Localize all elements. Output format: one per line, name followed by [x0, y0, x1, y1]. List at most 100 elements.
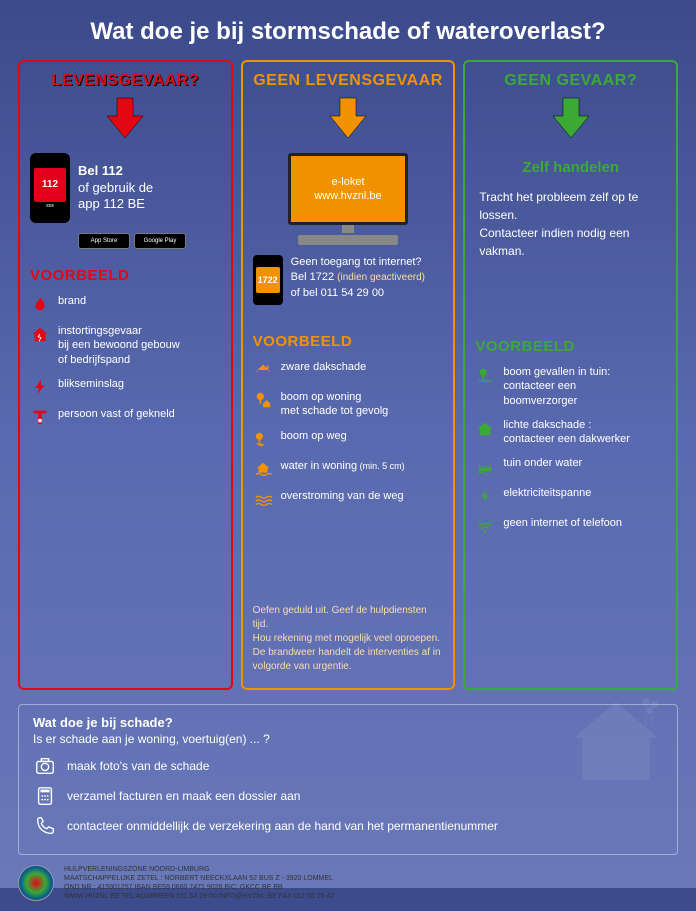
wifi-icon: (()) — [475, 516, 495, 536]
garden-water-icon — [475, 456, 495, 476]
column-danger: LEVENSGEVAAR? 112 sos Bel 112 of gebruik… — [18, 60, 233, 690]
roof-light-icon — [475, 418, 495, 438]
example-row: (()) geen internet of telefoon — [475, 516, 666, 536]
example-text: geen internet of telefoon — [503, 516, 622, 530]
tree-garden-icon — [475, 365, 495, 385]
no-risk-arrow — [475, 96, 666, 145]
call-112-label: Bel 112 — [78, 163, 153, 180]
power-icon — [475, 486, 495, 506]
example-row: boom op weg — [253, 429, 444, 449]
page-title: Wat doe je bij stormschade of wateroverl… — [0, 0, 696, 60]
appstore-badge: App Store — [78, 233, 130, 249]
damage-title: Wat doe je bij schade? — [33, 715, 663, 730]
example-row: elektriciteitspanne — [475, 486, 666, 506]
danger-examples-list: brand instortingsgevaar bij een bewoond g… — [30, 294, 221, 437]
trapped-icon — [30, 407, 50, 427]
phone-112-icon: 112 sos — [30, 153, 70, 223]
example-text: persoon vast of gekneld — [58, 407, 175, 421]
flood-road-icon — [253, 489, 273, 509]
internet-question: Geen toegang tot internet? — [291, 255, 425, 270]
no-risk-header: GEEN GEVAAR? — [475, 72, 666, 90]
danger-arrow — [30, 96, 221, 145]
damage-text: maak foto's van de schade — [67, 759, 209, 773]
example-note: (min. 5 cm) — [357, 461, 405, 471]
monitor-line2: www.hvznl.be — [314, 189, 381, 203]
damage-rows: maak foto's van de schade verzamel factur… — [33, 754, 663, 838]
monitor-icon: e-loket www.hvznl.be — [253, 153, 444, 245]
phone-1722-screen: 1722 — [256, 267, 280, 293]
no-danger-phone-row: 1722 Geen toegang tot internet? Bel 1722… — [253, 255, 444, 305]
tree-road-icon — [253, 429, 273, 449]
no-danger-header: GEEN LEVENSGEVAAR — [253, 72, 444, 90]
example-row: tuin onder water — [475, 456, 666, 476]
example-text: elektriciteitspanne — [503, 486, 591, 500]
danger-examples-label: VOORBEELD — [30, 267, 221, 284]
damage-text: verzamel facturen en maak een dossier aa… — [67, 789, 300, 803]
example-row: boom op woning met schade tot gevolg — [253, 390, 444, 419]
example-row: persoon vast of gekneld — [30, 407, 221, 427]
camera-icon — [33, 754, 57, 778]
phone-112-screen: 112 — [34, 168, 66, 202]
phone-1722-icon: 1722 — [253, 255, 283, 305]
column-no-risk: GEEN GEVAAR? Zelf handelen Tracht het pr… — [463, 60, 678, 690]
monitor-line1: e-loket — [331, 175, 364, 189]
no-risk-examples-list: boom gevallen in tuin: contacteer een bo… — [475, 365, 666, 546]
damage-box: Wat doe je bij schade? Is er schade aan … — [18, 704, 678, 855]
example-row: instortingsgevaar bij een bewoond gebouw… — [30, 324, 221, 367]
example-row: overstroming van de weg — [253, 489, 444, 509]
example-text: tuin onder water — [503, 456, 582, 470]
example-text: boom op woning met schade tot gevolg — [281, 390, 389, 419]
no-risk-body: Tracht het probleem zelf op te lossen. C… — [475, 188, 666, 260]
example-row: blikseminslag — [30, 377, 221, 397]
example-text: blikseminslag — [58, 377, 124, 391]
damage-row: verzamel facturen en maak een dossier aa… — [33, 784, 663, 808]
danger-action: 112 sos Bel 112 of gebruik de app 112 BE — [30, 153, 221, 223]
example-text: boom gevallen in tuin: contacteer een bo… — [503, 365, 610, 408]
example-text: overstroming van de weg — [281, 489, 404, 503]
no-risk-subhead: Zelf handelen — [475, 159, 666, 176]
bolt-icon — [30, 377, 50, 397]
org-footer: HULPVERLENINGSZONE NOORD-LIMBURG MAATSCH… — [0, 855, 696, 911]
columns-container: LEVENSGEVAAR? 112 sos Bel 112 of gebruik… — [0, 60, 696, 690]
no-danger-arrow — [253, 96, 444, 145]
no-danger-examples-list: zware dakschade boom op woning met schade… — [253, 360, 444, 519]
example-text: instortingsgevaar bij een bewoond gebouw… — [58, 324, 180, 367]
example-row: boom gevallen in tuin: contacteer een bo… — [475, 365, 666, 408]
water-house-icon — [253, 459, 273, 479]
call-1722-label: Bel 1722 — [291, 271, 334, 283]
example-text: zware dakschade — [281, 360, 367, 374]
example-text: brand — [58, 294, 86, 308]
svg-text:((: (( — [478, 521, 482, 527]
damage-row: maak foto's van de schade — [33, 754, 663, 778]
store-badges: App Store Google Play — [78, 233, 221, 249]
damage-text: contacteer onmiddellijk de verzekering a… — [67, 819, 498, 833]
app-112-label: of gebruik de app 112 BE — [78, 180, 153, 214]
example-row: lichte dakschade : contacteer een dakwer… — [475, 418, 666, 447]
example-row: zware dakschade — [253, 360, 444, 380]
example-row: brand — [30, 294, 221, 314]
roof-icon — [253, 360, 273, 380]
example-text: lichte dakschade : contacteer een dakwer… — [503, 418, 630, 447]
org-line4: WWW.HVZNL.BE TEL ALGEMEEN 011 54 29 00 I… — [64, 892, 334, 901]
column-no-danger: GEEN LEVENSGEVAAR e-loket www.hvznl.be 1… — [241, 60, 456, 690]
org-logo-icon — [18, 865, 54, 901]
alt-number-label: of bel 011 54 29 00 — [291, 286, 425, 301]
phone-icon — [33, 814, 57, 838]
no-danger-footer-note: Oefen geduld uit. Geef de hulpdiensten t… — [253, 596, 444, 674]
no-risk-examples-label: VOORBEELD — [475, 338, 666, 355]
danger-header: LEVENSGEVAAR? — [30, 72, 221, 90]
tree-house-icon — [253, 390, 273, 410]
phone-sos-label: sos — [46, 203, 54, 209]
example-row: water in woning (min. 5 cm) — [253, 459, 444, 479]
svg-text:)): )) — [489, 521, 493, 527]
damage-sub: Is er schade aan je woning, voertuig(en)… — [33, 732, 663, 746]
call-1722-note: (indien geactiveerd) — [337, 272, 425, 283]
damage-row: contacteer onmiddellijk de verzekering a… — [33, 814, 663, 838]
org-line2: MAATSCHAPPELIJKE ZETEL : NORBERT NEECKXL… — [64, 874, 334, 883]
org-line1: HULPVERLENINGSZONE NOORD-LIMBURG — [64, 865, 334, 874]
googleplay-badge: Google Play — [134, 233, 186, 249]
example-text: water in woning (min. 5 cm) — [281, 459, 405, 473]
house-crack-icon — [30, 324, 50, 344]
calculator-icon — [33, 784, 57, 808]
example-text: boom op weg — [281, 429, 347, 443]
